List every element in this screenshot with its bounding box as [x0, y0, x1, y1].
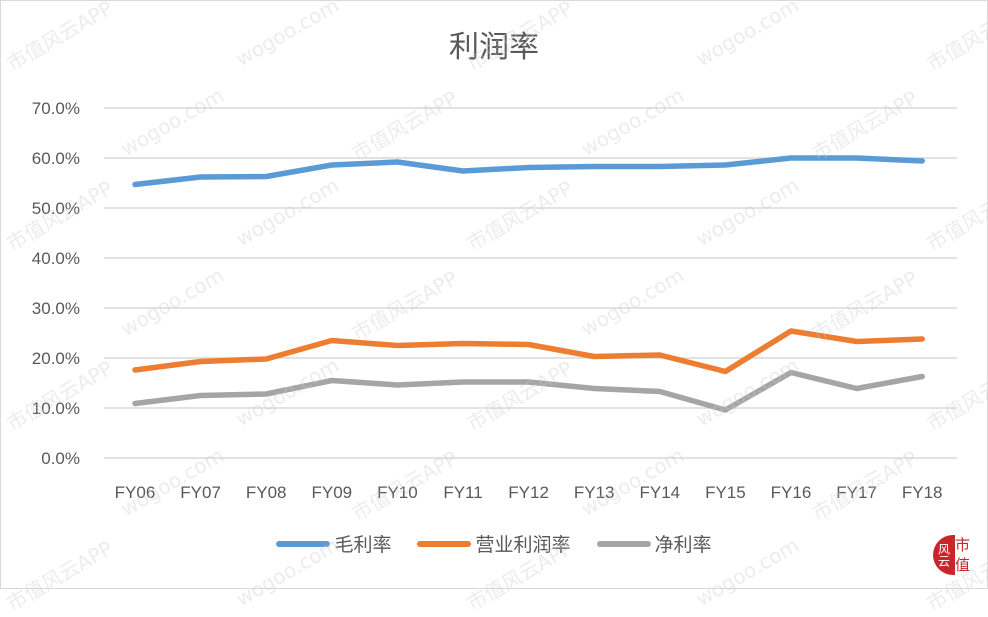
y-tick-label: 10.0% — [32, 399, 80, 418]
legend: 毛利率 营业利润率 净利率 — [0, 530, 988, 557]
x-tick-label: FY08 — [246, 483, 287, 502]
legend-label: 毛利率 — [334, 534, 392, 556]
y-tick-label: 0.0% — [41, 449, 80, 468]
x-tick-label: FY14 — [639, 483, 680, 502]
x-tick-label: FY15 — [705, 483, 746, 502]
legend-swatch — [417, 540, 472, 547]
x-tick-label: FY11 — [443, 483, 482, 502]
y-tick-label: 30.0% — [32, 299, 80, 318]
x-tick-label: FY12 — [508, 483, 549, 502]
chart-frame — [0, 0, 988, 589]
logo-right-text: 市值 — [955, 536, 971, 574]
y-tick-label: 40.0% — [32, 249, 80, 268]
series-line — [132, 369, 925, 413]
y-tick-label: 20.0% — [32, 349, 80, 368]
legend-item: 营业利润率 — [417, 530, 571, 557]
legend-item: 毛利率 — [276, 530, 391, 557]
legend-label: 营业利润率 — [475, 534, 571, 556]
x-tick-label: FY17 — [836, 483, 877, 502]
y-tick-label: 70.0% — [32, 99, 80, 118]
y-tick-label: 50.0% — [32, 199, 80, 218]
x-tick-label: FY06 — [115, 483, 156, 502]
chart-title: 利润率 — [449, 30, 539, 65]
brand-logo: 风云 市值 — [933, 533, 973, 577]
x-tick-label: FY10 — [377, 483, 418, 502]
gridlines — [104, 107, 957, 459]
y-tick-label: 60.0% — [32, 149, 80, 168]
x-tick-label: FY07 — [180, 483, 221, 502]
legend-swatch — [596, 540, 651, 547]
logo-left-mark: 风云 — [933, 535, 955, 575]
legend-label: 净利率 — [654, 534, 712, 556]
x-axis-ticks: FY06 FY07 FY08 FY09 FY10 FY11 FY12 FY13 FY14 FY15… — [115, 483, 943, 502]
legend-swatch — [276, 540, 331, 547]
line-chart: 0.0%10.0%20.0%30.0%40.0%50.0%60.0%70.0% … — [32, 99, 957, 502]
series-lines — [132, 155, 925, 413]
y-axis-ticks: 0.0% 10.0% 20.0% 30.0% 40.0% 50.0% 60.0% 70.0% — [32, 99, 80, 468]
x-tick-label: FY18 — [902, 483, 943, 502]
legend-item: 净利率 — [596, 530, 712, 557]
x-tick-label: FY16 — [771, 483, 812, 502]
x-tick-label: FY09 — [311, 483, 352, 502]
series-line — [132, 155, 925, 188]
x-tick-label: FY13 — [574, 483, 615, 502]
series-line — [132, 328, 925, 375]
